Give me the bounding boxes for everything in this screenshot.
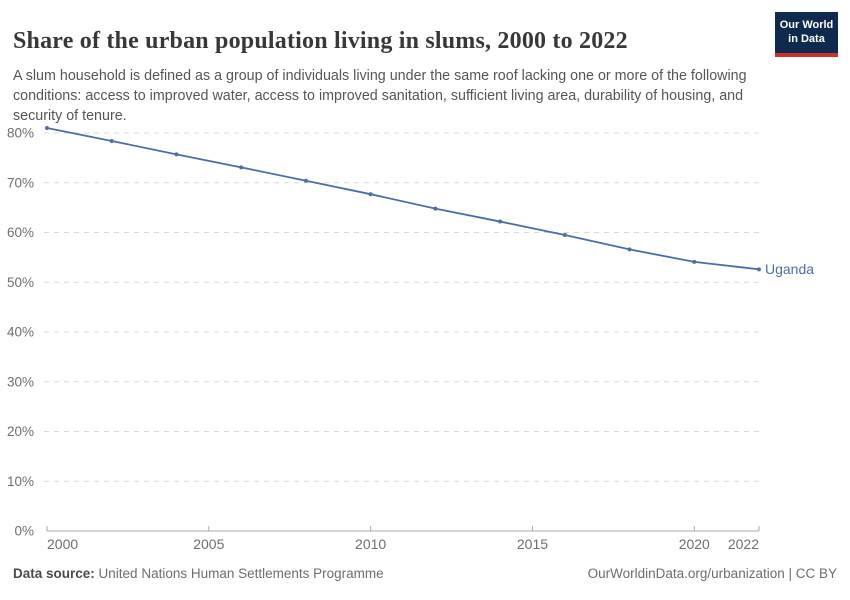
data-point <box>239 165 244 170</box>
data-point <box>757 267 761 272</box>
y-axis-tick-label: 70% <box>7 175 34 190</box>
y-axis-tick-label: 0% <box>14 524 34 539</box>
y-axis-tick-label: 40% <box>7 325 34 340</box>
owid-logo-line1: Our World <box>779 19 834 31</box>
page-title: Share of the urban population living in … <box>13 28 628 55</box>
y-axis-tick-label: 20% <box>7 424 34 439</box>
data-point <box>45 126 49 131</box>
line-chart-canvas: 0% 10% 20% 30% 40% 50% 60% 70% 80% 2000 2005 2010 20… <box>7 126 814 553</box>
x-axis-tick-label: 2010 <box>355 536 386 552</box>
data-point <box>562 232 567 237</box>
y-axis-tick-label: 10% <box>7 474 34 489</box>
y-axis-tick-label: 50% <box>7 275 34 290</box>
chart-subtitle: A slum household is defined as a group o… <box>13 68 747 124</box>
x-axis-tick-label: 2020 <box>679 536 710 552</box>
data-point <box>303 178 308 183</box>
x-axis-tick-label: 2005 <box>193 536 224 552</box>
y-axis-tick-label: 30% <box>7 374 34 389</box>
owid-logo: Our World in Data <box>775 12 838 57</box>
y-axis-tick-label: 80% <box>7 126 34 141</box>
credit-line: OurWorldinData.org/urbanization | CC BY <box>587 566 837 581</box>
series-label-uganda: Uganda <box>765 261 814 277</box>
x-axis-tick-label: 2015 <box>517 536 548 552</box>
x-axis-tick-label: 2000 <box>47 536 78 552</box>
data-point <box>692 259 697 264</box>
data-point <box>498 219 503 224</box>
series-line-uganda <box>46 127 760 271</box>
data-point <box>368 192 373 197</box>
data-point <box>174 152 179 157</box>
data-source-value: United Nations Human Settlements Program… <box>98 566 384 581</box>
y-axis-tick-label: 60% <box>7 225 34 240</box>
data-point <box>433 206 438 211</box>
x-axis-tick-label: 2022 <box>728 536 759 552</box>
data-point <box>627 247 632 252</box>
data-source-label: Data source: <box>13 566 95 581</box>
chart-footer: Data source: United Nations Human Settle… <box>13 566 837 581</box>
data-point <box>109 138 114 143</box>
data-source: Data source: United Nations Human Settle… <box>13 566 384 581</box>
owid-logo-line2: in Data <box>788 33 825 46</box>
